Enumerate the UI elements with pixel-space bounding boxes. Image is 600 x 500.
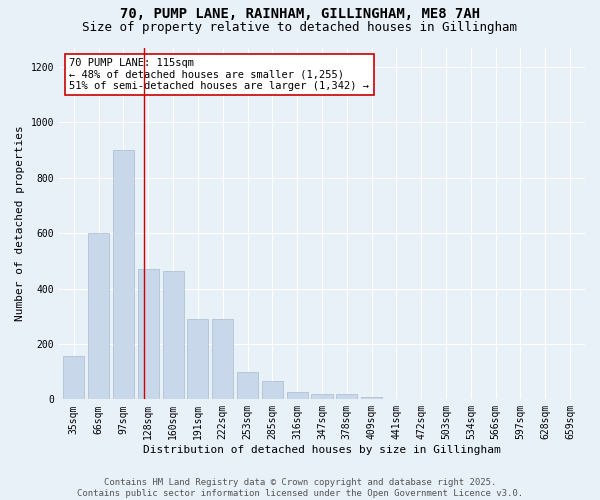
Y-axis label: Number of detached properties: Number of detached properties: [15, 126, 25, 322]
Bar: [262, 382, 283, 400]
Text: 70 PUMP LANE: 115sqm
← 48% of detached houses are smaller (1,255)
51% of semi-de: 70 PUMP LANE: 115sqm ← 48% of detached h…: [70, 58, 370, 92]
X-axis label: Distribution of detached houses by size in Gillingham: Distribution of detached houses by size …: [143, 445, 501, 455]
Bar: [237, 372, 258, 400]
Bar: [88, 233, 109, 400]
Text: Contains HM Land Registry data © Crown copyright and database right 2025.
Contai: Contains HM Land Registry data © Crown c…: [77, 478, 523, 498]
Bar: [138, 269, 159, 400]
Bar: [336, 394, 358, 400]
Text: Size of property relative to detached houses in Gillingham: Size of property relative to detached ho…: [83, 21, 517, 34]
Bar: [63, 356, 85, 400]
Bar: [212, 319, 233, 400]
Text: 70, PUMP LANE, RAINHAM, GILLINGHAM, ME8 7AH: 70, PUMP LANE, RAINHAM, GILLINGHAM, ME8 …: [120, 8, 480, 22]
Bar: [163, 270, 184, 400]
Bar: [113, 150, 134, 400]
Bar: [287, 392, 308, 400]
Bar: [311, 394, 332, 400]
Bar: [187, 319, 208, 400]
Bar: [361, 396, 382, 400]
